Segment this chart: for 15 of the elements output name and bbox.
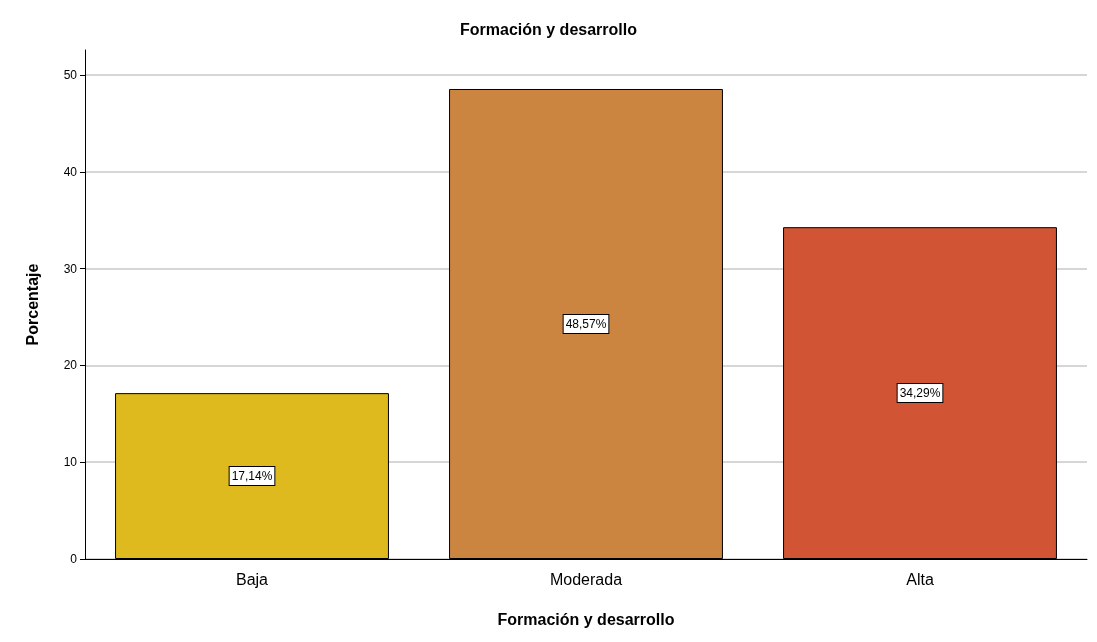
y-tick-label: 20 (63, 358, 78, 373)
x-axis-title: Formación y desarrollo (497, 610, 675, 628)
data-label: 17,14% (231, 469, 273, 484)
y-tick-label: 10 (63, 455, 78, 470)
y-tick-label: 40 (63, 164, 78, 179)
y-tick-label: 30 (63, 261, 78, 276)
y-tick-label: 50 (63, 68, 78, 83)
x-tick-label: Baja (235, 570, 269, 588)
y-tick-label: 0 (70, 552, 78, 566)
x-tick-label: Alta (906, 570, 934, 588)
data-label: 34,29% (899, 386, 941, 401)
chart-title: Formación y desarrollo (460, 20, 638, 38)
data-label: 48,57% (565, 317, 607, 331)
y-axis-title: Porcentaje (23, 263, 41, 346)
x-tick-label: Moderada (549, 570, 623, 588)
